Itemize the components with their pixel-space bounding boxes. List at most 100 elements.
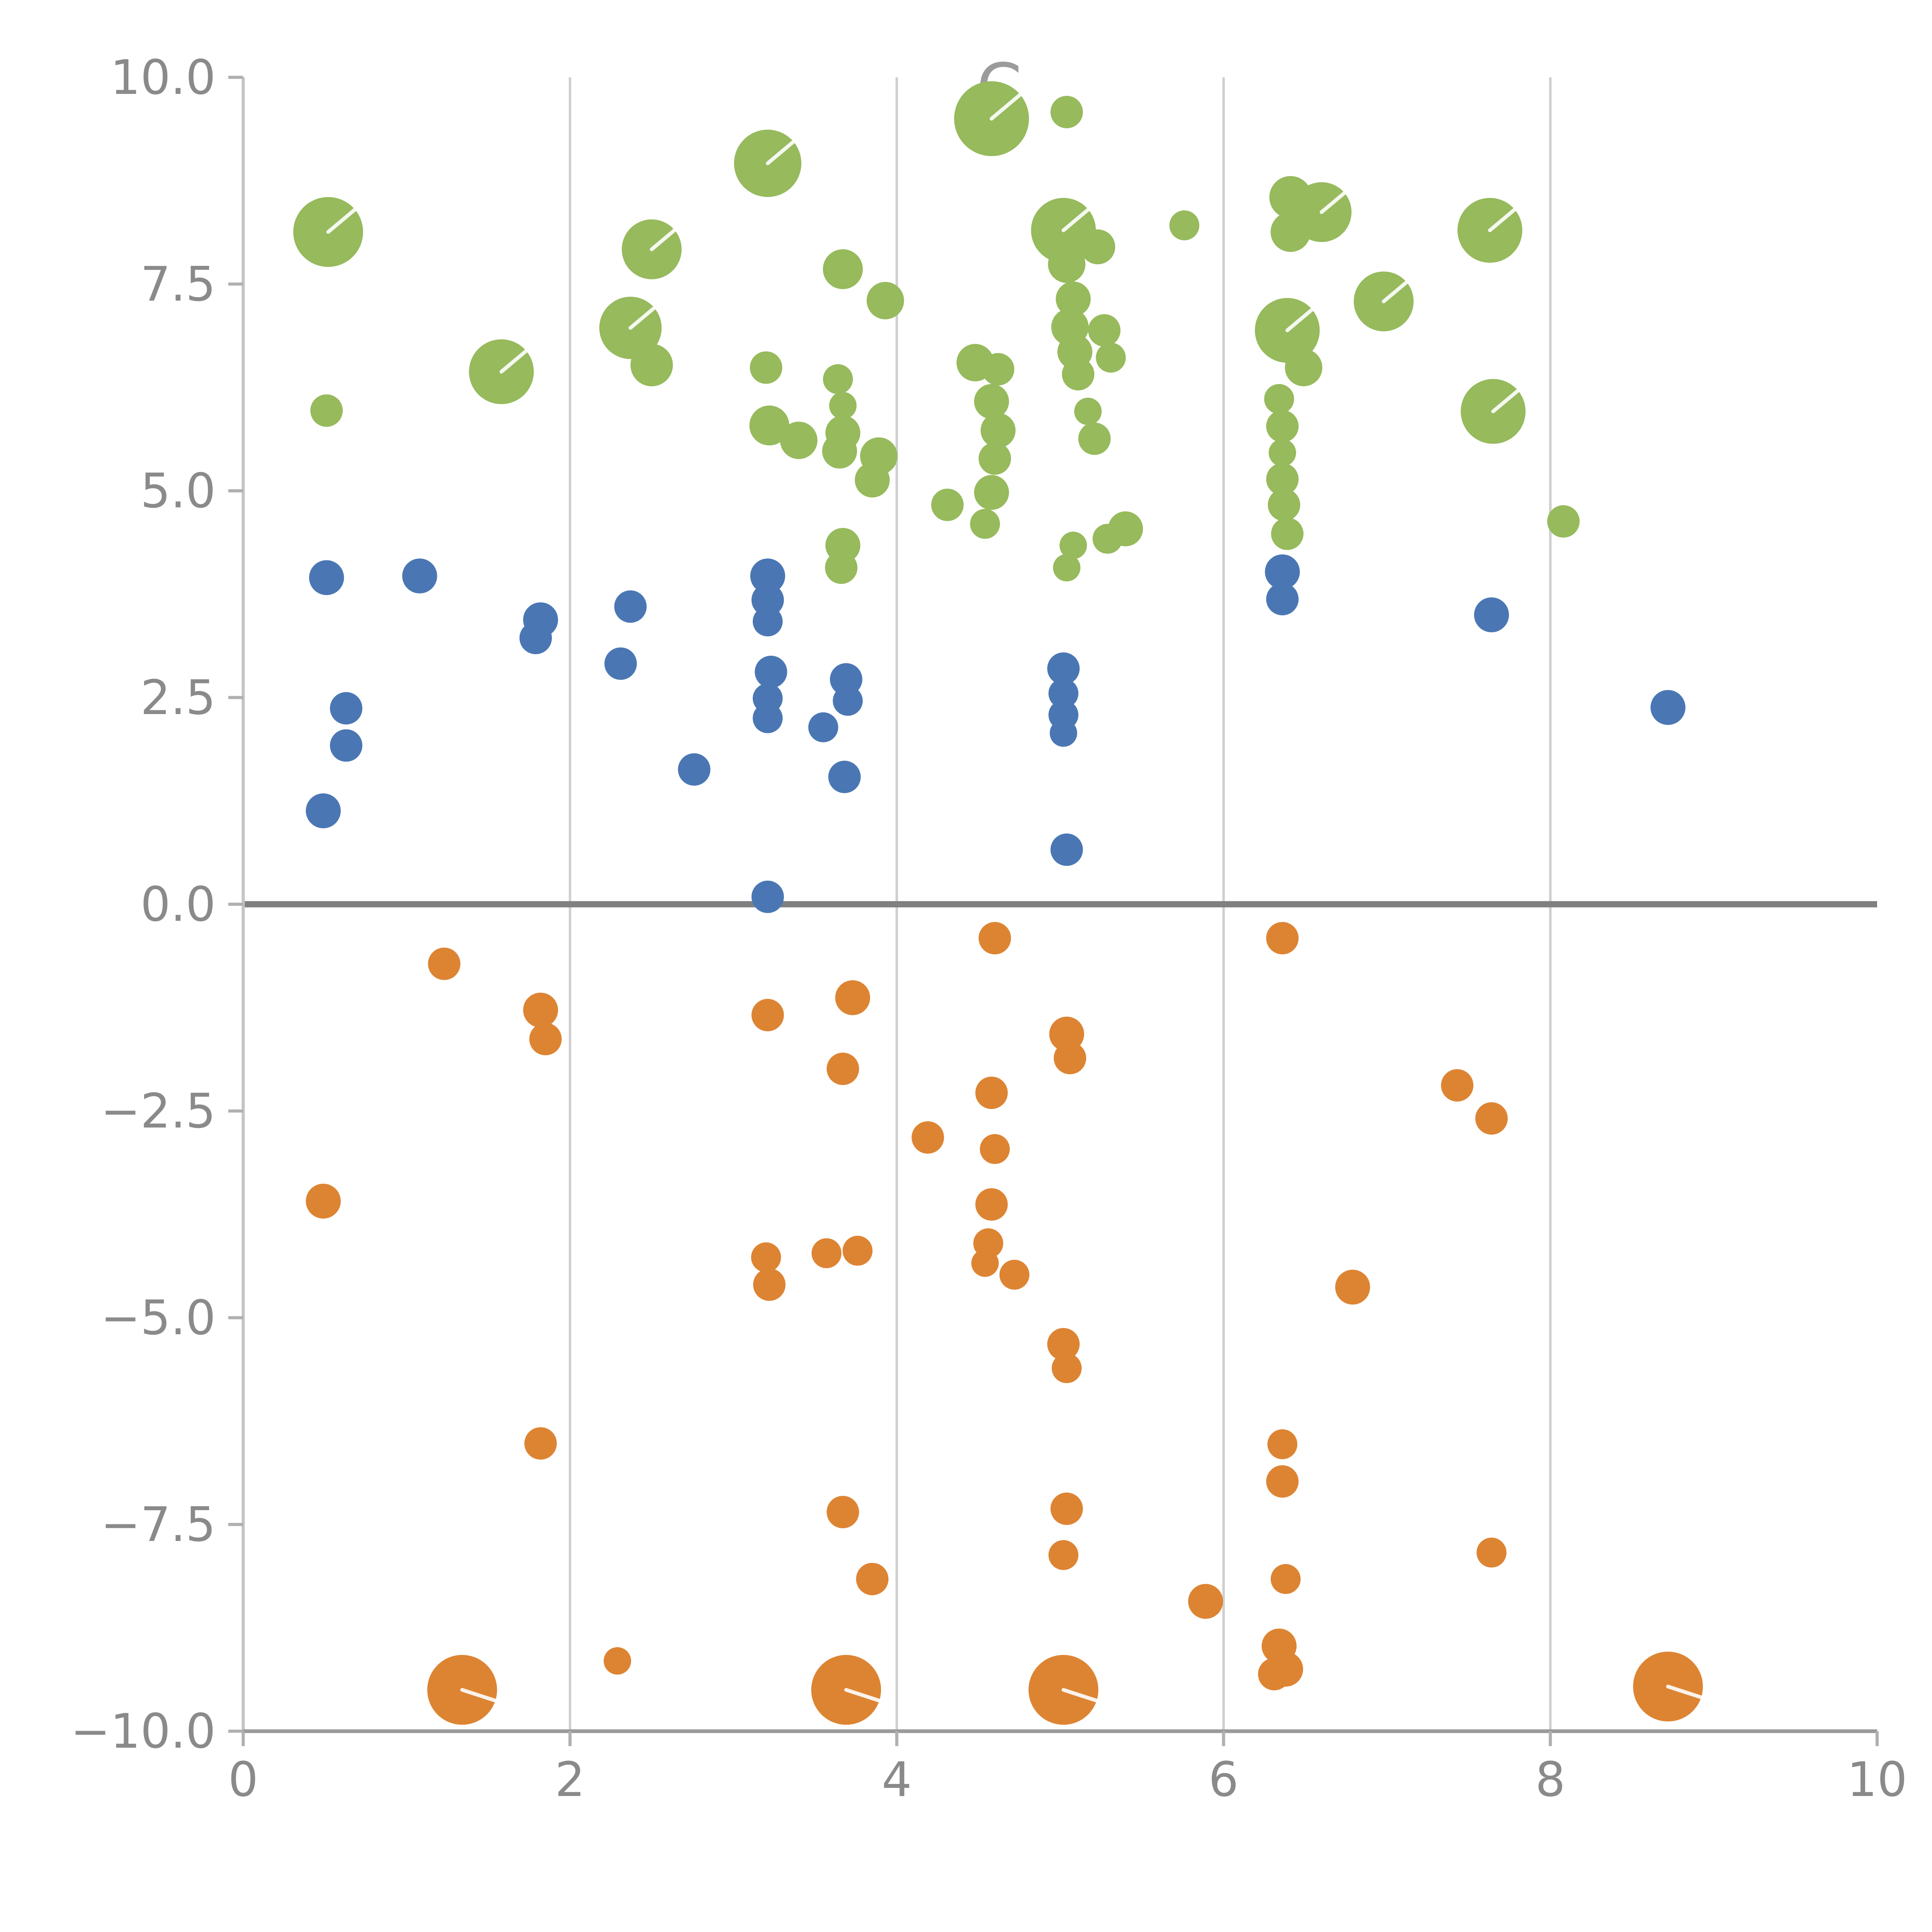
data-point — [604, 647, 637, 680]
marker-hand-line — [1061, 207, 1090, 232]
data-point — [931, 488, 964, 521]
data-point — [999, 1260, 1030, 1290]
data-point — [1547, 505, 1580, 538]
points-layer — [293, 81, 1703, 1725]
x-tick-label: 8 — [1535, 1752, 1565, 1807]
data-point — [1048, 678, 1078, 709]
data-point — [1335, 1269, 1370, 1305]
data-point — [310, 394, 343, 427]
data-point — [833, 686, 863, 716]
data-point — [1266, 583, 1299, 616]
data-point — [750, 351, 782, 384]
data-point — [1062, 358, 1095, 391]
data-point — [1169, 210, 1199, 240]
data-point — [309, 560, 344, 595]
axes-layer: 10.0 7.5 5.0 2.5 0.0 −2.5 −5.0 −7.5 −10.00 2 4 6 8 10 — [71, 50, 1907, 1807]
y-tick-label: 2.5 — [140, 670, 216, 725]
data-point — [1266, 463, 1299, 496]
marker-hand-line — [499, 349, 528, 374]
data-point — [751, 880, 784, 913]
data-point — [1054, 1042, 1087, 1075]
data-point — [1048, 1540, 1078, 1570]
data-point — [1047, 1328, 1080, 1361]
data-point — [1258, 1658, 1291, 1690]
data-point — [1266, 922, 1299, 954]
marker-hand-line — [1285, 308, 1314, 332]
data-point — [855, 463, 890, 498]
data-point — [971, 1249, 999, 1277]
x-tick-label: 6 — [1209, 1752, 1239, 1807]
marker-hand-line — [990, 93, 1022, 121]
data-point — [1078, 422, 1111, 455]
y-tick-label: −10.0 — [71, 1704, 216, 1759]
data-point — [1269, 439, 1296, 467]
data-point — [1049, 719, 1077, 747]
data-point — [330, 692, 362, 724]
data-point — [1265, 554, 1300, 590]
data-point — [1271, 517, 1304, 550]
data-point — [1268, 488, 1300, 521]
data-point — [1056, 281, 1091, 316]
data-point — [614, 590, 647, 623]
data-point — [1080, 229, 1116, 265]
data-point — [1060, 531, 1087, 559]
data-point — [1266, 410, 1299, 443]
y-tick-label: 5.0 — [140, 463, 216, 519]
data-point — [755, 655, 787, 688]
data-point — [524, 1427, 557, 1460]
y-tick-label: 7.5 — [140, 257, 216, 312]
data-point — [982, 353, 1014, 386]
data-point — [975, 1077, 1008, 1109]
data-point — [523, 992, 558, 1028]
data-point — [1050, 1492, 1083, 1525]
marker-hand-line — [1491, 388, 1520, 413]
x-tick-label: 2 — [555, 1752, 585, 1807]
data-point — [1096, 342, 1126, 373]
y-tick-label: 10.0 — [110, 50, 216, 105]
data-point — [1051, 1353, 1082, 1383]
data-point — [604, 1647, 631, 1675]
data-point — [827, 1496, 859, 1529]
x-tick-label: 0 — [228, 1752, 258, 1807]
data-point — [306, 793, 341, 828]
data-point — [1108, 511, 1143, 546]
data-point — [829, 392, 857, 420]
data-point — [1050, 833, 1083, 866]
data-point — [751, 999, 784, 1031]
data-point — [825, 551, 858, 584]
y-tick-label: −7.5 — [101, 1497, 216, 1552]
data-point — [856, 1563, 889, 1595]
series-orange-group — [306, 922, 1703, 1725]
series-green-group — [293, 81, 1580, 584]
gridlines-layer — [243, 77, 1877, 1731]
marker-hand-line — [844, 1688, 881, 1703]
data-point — [519, 622, 552, 655]
data-point — [823, 249, 863, 289]
marker-hand-line — [1666, 1684, 1703, 1699]
data-point — [1285, 349, 1323, 386]
data-point — [980, 1134, 1010, 1164]
y-tick-label: −5.0 — [101, 1290, 216, 1345]
data-point — [1270, 212, 1311, 252]
series-blue-group — [306, 554, 1685, 913]
data-point — [975, 1188, 1008, 1221]
x-tick-label: 4 — [882, 1752, 912, 1807]
data-point — [974, 384, 1009, 419]
data-point — [1050, 96, 1083, 128]
data-point — [866, 282, 904, 320]
x-tick-label: 10 — [1847, 1752, 1907, 1807]
data-point — [1053, 554, 1081, 582]
marker-hand-line — [460, 1688, 497, 1703]
data-point — [912, 1121, 944, 1154]
data-point — [1264, 384, 1294, 414]
data-point — [753, 703, 783, 733]
data-point — [749, 405, 789, 446]
data-point — [1475, 1102, 1508, 1135]
y-tick-label: 0.0 — [140, 877, 216, 932]
data-point — [753, 1268, 786, 1301]
data-point — [978, 442, 1011, 475]
data-point — [1088, 314, 1121, 347]
y-tick-label: −2.5 — [101, 1083, 216, 1139]
